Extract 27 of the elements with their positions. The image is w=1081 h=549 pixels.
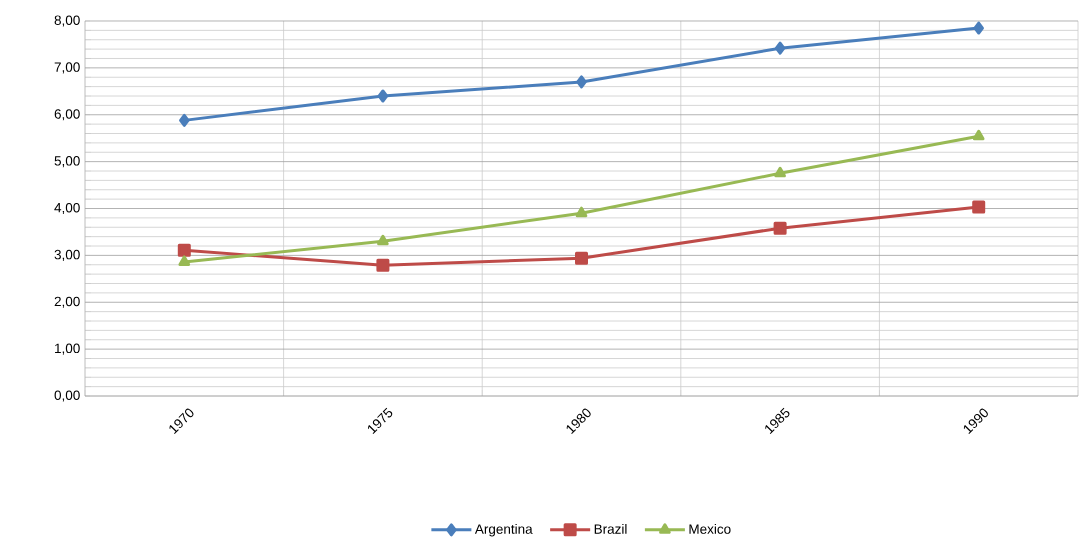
point bbox=[972, 200, 986, 214]
y-tick-label: 7,00 bbox=[54, 62, 80, 74]
point bbox=[377, 89, 389, 103]
legend-label: Brazil bbox=[594, 523, 627, 534]
y-tick-label: 0,00 bbox=[54, 390, 80, 402]
y-tick-label: 2,00 bbox=[54, 296, 80, 308]
point bbox=[575, 206, 588, 218]
y-tick-label: 1,00 bbox=[55, 343, 80, 355]
y-tick-label: 3,00 bbox=[54, 249, 80, 261]
point bbox=[179, 113, 190, 127]
y-tick-label: 5,00 bbox=[54, 156, 80, 168]
point bbox=[178, 255, 191, 266]
point bbox=[973, 21, 984, 35]
legend-label: Mexico bbox=[689, 523, 731, 534]
legend-label: Argentina bbox=[474, 523, 533, 537]
point bbox=[575, 251, 588, 265]
y-tick-label: 4,00 bbox=[54, 202, 80, 215]
point bbox=[576, 75, 587, 89]
point bbox=[376, 258, 390, 272]
y-tick-label: 6,00 bbox=[54, 109, 80, 121]
point bbox=[774, 166, 786, 178]
point bbox=[177, 243, 191, 257]
point bbox=[377, 234, 389, 246]
point bbox=[773, 221, 787, 235]
point bbox=[972, 129, 985, 141]
point bbox=[774, 41, 786, 55]
y-tick-label: 8,00 bbox=[54, 15, 80, 27]
